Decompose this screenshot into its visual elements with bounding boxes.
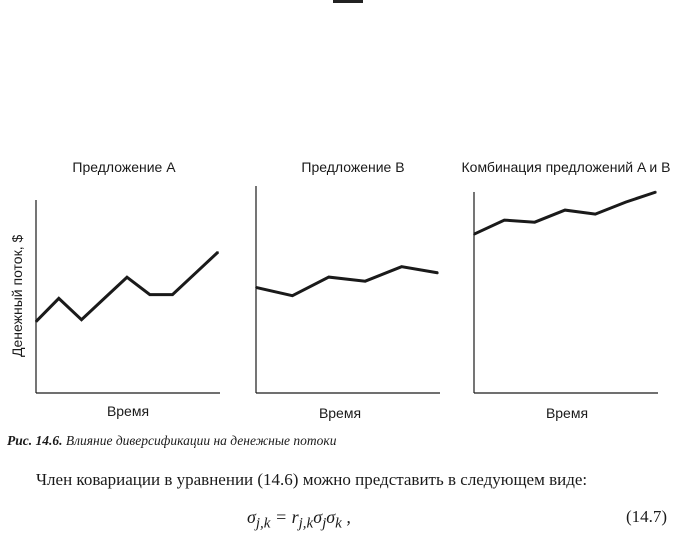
chart-1-series-line: [34, 251, 220, 323]
chart-3-title: Комбинация предложений A и B: [462, 159, 671, 175]
chart-1-data-point: [126, 276, 128, 279]
chart-3-data-point: [624, 201, 627, 203]
chart-1-data-point: [103, 297, 106, 300]
chart-1-title: Предложение A: [72, 159, 176, 175]
chart-2-title: Предложение B: [301, 159, 404, 175]
chart-1-data-point: [217, 251, 219, 253]
chart-2-data-point: [437, 272, 439, 274]
chart-1-data-point: [194, 272, 197, 275]
body-paragraph: Член ковариации в уравнении (14.6) можно…: [36, 470, 588, 489]
chart-3-data-point: [655, 191, 657, 193]
figure-y-axis-label: Денежный поток, $: [9, 234, 25, 357]
covariance-formula: σj,k = rj,kσjσk ,: [247, 507, 351, 532]
chart-3-x-axis-label: Время: [546, 405, 588, 421]
chart-2-data-point: [255, 286, 257, 289]
chart-1-data-point: [57, 297, 60, 300]
figure-caption-label: Рис. 14.6.: [7, 433, 63, 448]
chart-2-data-point: [364, 280, 367, 283]
chart-2-series-line: [255, 265, 439, 298]
chart-2-x-axis-label: Время: [319, 405, 361, 421]
chart-2-data-point: [291, 294, 294, 297]
page-top-mark: [333, 0, 363, 3]
chart-3-data-point: [564, 209, 566, 211]
equation-number: (14.7): [626, 507, 668, 526]
chart-1-data-point: [35, 320, 37, 323]
chart-2-data-point: [400, 265, 403, 268]
diversification-figure: Предложение A Время Предложение B Время Комб…: [9, 159, 671, 421]
figure-caption: Рис. 14.6. Влияние диверсификации на ден…: [7, 433, 336, 449]
chart-1-data-point: [80, 318, 83, 321]
chart-1-data-point: [148, 293, 151, 296]
chart-1-x-axis-label: Время: [107, 403, 149, 419]
chart-3-series-line: [473, 190, 657, 236]
chart-3-data-point: [594, 213, 597, 215]
chart-3-data-point: [503, 219, 506, 221]
chart-3-data-point: [533, 221, 536, 223]
chart-1-data-point: [171, 293, 174, 296]
chart-3-data-point: [473, 233, 475, 236]
figure-caption-text: Влияние диверсификации на денежные поток…: [65, 433, 337, 448]
chart-2-data-point: [328, 276, 330, 278]
